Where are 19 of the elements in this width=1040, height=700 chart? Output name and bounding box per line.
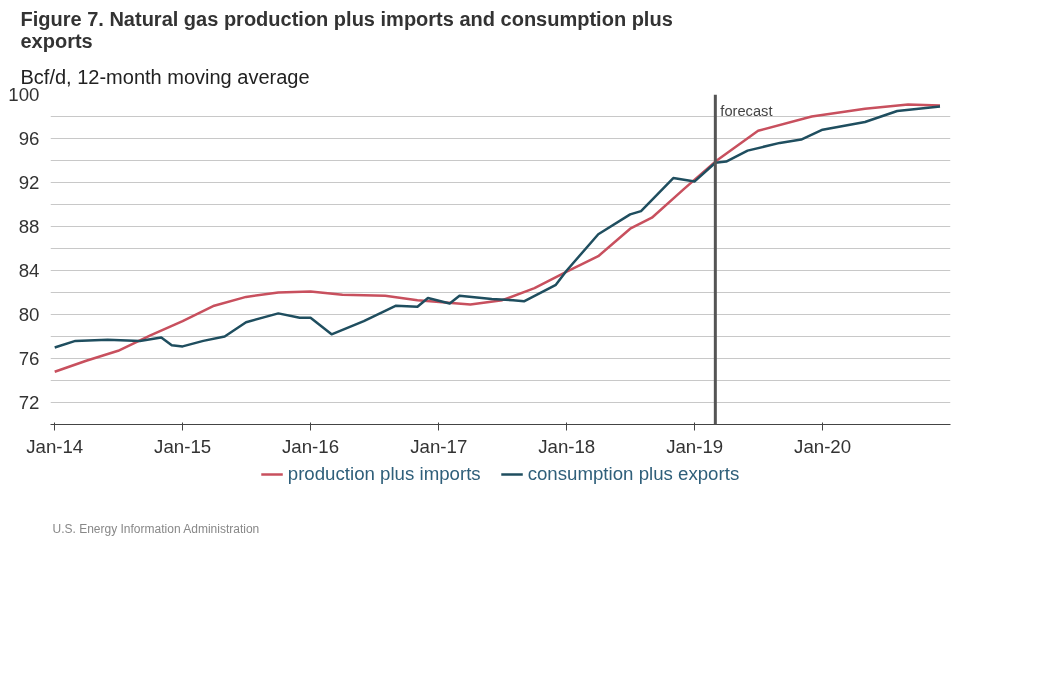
y-tick-label: 88: [18, 216, 40, 237]
x-tick-label: Jan-16: [282, 435, 340, 457]
x-tick-label: Jan-20: [794, 435, 852, 457]
legend-label: production plus imports: [287, 463, 481, 485]
legend-label: consumption plus exports: [527, 463, 740, 485]
chart-title: Figure 7. Natural gas production plus imports and consumption plus exports: [20, 7, 673, 52]
y-tick-label: 80: [18, 304, 40, 325]
y-tick-label: 92: [18, 172, 40, 193]
y-tick-label: 84: [18, 260, 40, 281]
ref-line-label: forecast: [720, 102, 773, 119]
y-tick-label: 76: [18, 348, 40, 369]
y-tick-label: 96: [18, 128, 40, 149]
text: U.S. Energy Information Administration: [52, 521, 260, 536]
x-tick-label: Jan-17: [410, 435, 468, 457]
y-tick-label: 72: [18, 392, 40, 413]
x-tick-label: Jan-15: [154, 435, 212, 457]
x-tick-label: Jan-14: [26, 435, 84, 457]
x-tick-label: Jan-19: [666, 435, 724, 457]
x-tick-label: Jan-18: [538, 435, 596, 457]
